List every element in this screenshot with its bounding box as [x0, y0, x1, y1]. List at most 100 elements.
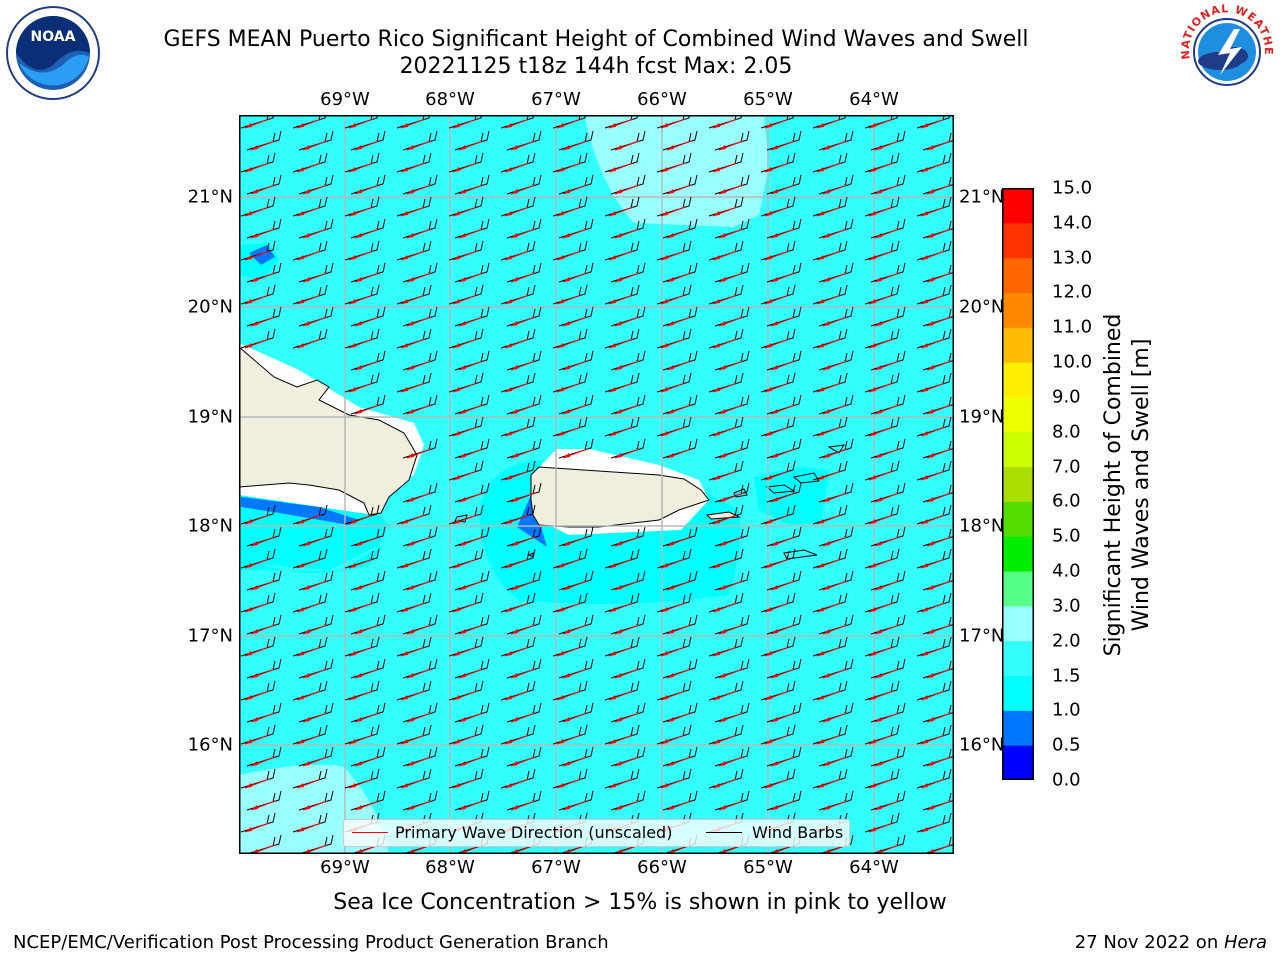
wind-barb — [870, 790, 906, 811]
wave-arrow-head — [823, 761, 830, 766]
wind-barb — [870, 218, 906, 239]
wave-arrow-head — [355, 365, 362, 370]
wave-arrow-head — [771, 145, 778, 150]
wave-arrow-head — [927, 277, 934, 282]
wave-arrow-head — [401, 255, 408, 260]
wave-arrow-head — [927, 673, 934, 678]
wind-barb — [298, 218, 334, 239]
wind-barbs — [240, 115, 954, 854]
wind-barb — [448, 636, 484, 657]
wind-barb — [760, 548, 796, 569]
wind-barb — [344, 152, 380, 173]
wave-arrow-head — [765, 123, 772, 128]
wave-arrow-head — [505, 475, 512, 480]
wave-arrow-head — [615, 277, 622, 282]
wind-barb — [662, 614, 698, 635]
wind-barb — [766, 218, 802, 239]
wave-arrow-head — [817, 695, 824, 700]
wind-barb — [812, 152, 848, 173]
land-puerto-rico — [530, 466, 710, 528]
wind-barb — [402, 262, 438, 283]
wind-barb — [500, 284, 536, 305]
wave-arrow-head — [407, 761, 414, 766]
wave-arrow-head — [355, 585, 362, 590]
wave-arrow-head — [661, 387, 668, 392]
colorbar-tick: 11.0 — [1052, 316, 1093, 338]
wind-barb — [708, 196, 744, 217]
wind-barb — [402, 570, 438, 591]
wave-arrow-head — [355, 233, 362, 238]
wind-barb — [760, 240, 796, 261]
wind-barb — [402, 130, 438, 151]
wind-barb — [604, 328, 640, 349]
wave-arrow-head — [297, 299, 304, 304]
wind-barb — [864, 284, 900, 305]
wind-barb — [350, 130, 386, 151]
wave-arrow-head — [505, 563, 512, 568]
wind-barb — [448, 240, 484, 261]
wind-barb — [870, 614, 906, 635]
wave-arrow-head — [921, 827, 928, 832]
wind-barb — [454, 306, 490, 327]
wind-barb — [870, 438, 906, 459]
wave-arrow-head — [719, 277, 726, 282]
wave-arrow-head — [921, 299, 928, 304]
wave-arrow-head — [557, 651, 564, 656]
wave-arrow-head — [927, 321, 934, 326]
wind-barb — [558, 526, 594, 547]
wave-arrow-head — [453, 695, 460, 700]
wave-arrow-head — [667, 541, 674, 546]
wave-arrow-head — [355, 321, 362, 326]
wind-barb — [812, 504, 848, 525]
wave-arrow-head — [921, 783, 928, 788]
wave-arrow-head — [615, 409, 622, 414]
calm-zone-hispaniola — [239, 495, 389, 570]
wave-arrow-head — [511, 717, 518, 722]
wave-arrow-head — [921, 739, 928, 744]
wave-arrow-head — [609, 211, 616, 216]
wind-barb — [864, 592, 900, 613]
wave-arrow-head — [245, 739, 252, 744]
wave-arrow-head — [771, 629, 778, 634]
wave-arrow-head — [563, 541, 570, 546]
wave-arrow-head — [875, 321, 882, 326]
wind-barb — [396, 196, 432, 217]
wind-barb — [402, 702, 438, 723]
wind-barb — [812, 680, 848, 701]
wave-arrow-head — [875, 145, 882, 150]
wind-barb — [292, 240, 328, 261]
colorbar-segment — [1002, 431, 1034, 468]
colorbar-tick: 1.0 — [1052, 699, 1081, 721]
wave-arrow-head — [927, 365, 934, 370]
noaa-logo-text: NOAA — [31, 29, 76, 45]
barb-legend-line — [706, 832, 742, 833]
wind-barb — [344, 240, 380, 261]
wind-barb — [604, 680, 640, 701]
wind-barb — [610, 174, 646, 195]
wave-arrow-head — [921, 607, 928, 612]
wind-barb — [766, 614, 802, 635]
wave-arrow-head — [349, 739, 356, 744]
wave-arrow-head — [505, 167, 512, 172]
wave-arrow-head — [505, 739, 512, 744]
wind-barb — [500, 636, 536, 657]
wave-arrow-head — [667, 629, 674, 634]
wind-barb — [818, 658, 854, 679]
colorbar-segment — [1002, 327, 1034, 363]
barb-legend-label: Wind Barbs — [752, 823, 844, 842]
wind-barb — [864, 548, 900, 569]
lon-label-top: 67°W — [531, 89, 581, 110]
wind-barb — [922, 176, 954, 195]
wave-arrow-head — [349, 563, 356, 568]
wave-arrow-head — [297, 255, 304, 260]
wind-barb — [916, 460, 952, 481]
wave-arrow-head — [557, 211, 564, 216]
wave-arrow-head — [459, 585, 466, 590]
wind-barb — [448, 152, 484, 173]
colorbar-segment — [1002, 222, 1034, 259]
wind-barb — [922, 352, 954, 371]
wave-arrow-head — [615, 717, 622, 722]
wind-barb — [818, 130, 854, 151]
wind-barb — [922, 792, 954, 811]
wave-arrow-head — [719, 629, 726, 634]
